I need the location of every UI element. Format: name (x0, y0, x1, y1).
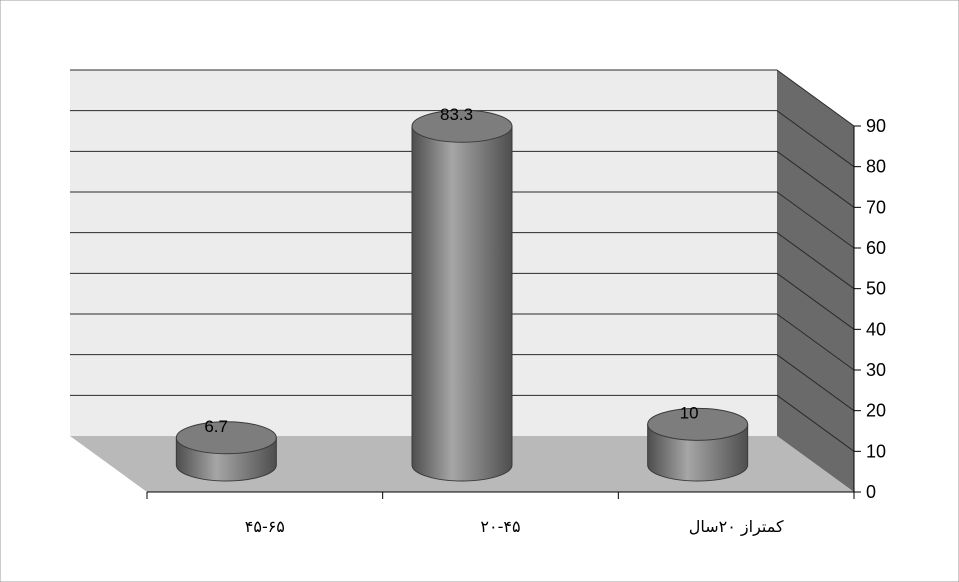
y-tick-label: 40 (866, 319, 886, 339)
y-tick-label: 60 (866, 238, 886, 258)
bar-2 (411, 109, 513, 482)
x-tick-label: ۲۰-۴۵ (480, 517, 520, 536)
gridline-side (776, 272, 855, 330)
data-label: 10 (680, 403, 699, 422)
bar-top (647, 407, 749, 441)
gridline-side (776, 394, 855, 452)
data-label: 83.3 (440, 105, 473, 124)
y-tick-label: 30 (866, 360, 886, 380)
bar-3 (647, 407, 749, 482)
y-tick-label: 10 (866, 441, 886, 461)
x-tick-label: کمتراز ۲۰سال (689, 517, 784, 537)
data-label: 6.7 (204, 417, 228, 436)
bar-top (411, 109, 513, 143)
gridline-side (776, 232, 855, 290)
y-tick-label: 70 (866, 197, 886, 217)
x-axis (146, 491, 855, 499)
gridline-side (776, 191, 855, 249)
bars (175, 109, 749, 482)
gridline-side (776, 69, 855, 127)
gridline-side (776, 354, 855, 412)
y-axis (853, 125, 861, 493)
gridline-side (776, 313, 855, 371)
side-wall (777, 70, 854, 492)
y-tick-label: 80 (866, 157, 886, 177)
x-tick-label: ۴۵-۶۵ (245, 517, 285, 536)
bar-top (175, 421, 277, 455)
y-tick-label: 50 (866, 279, 886, 299)
y-tick-label: 90 (866, 116, 886, 136)
labels: 0 10 20 30 40 50 60 70 80 90 6.7 ۴۵-۶۵ 83.3 ۲۰-۴۵ 10 کم… (204, 105, 886, 537)
bar-body (411, 125, 513, 482)
gridline-side (776, 110, 855, 168)
y-tick-label: 20 (866, 401, 886, 421)
y-tick-label: 0 (866, 482, 876, 502)
gridline-side (776, 150, 855, 208)
bar-1 (175, 421, 277, 482)
